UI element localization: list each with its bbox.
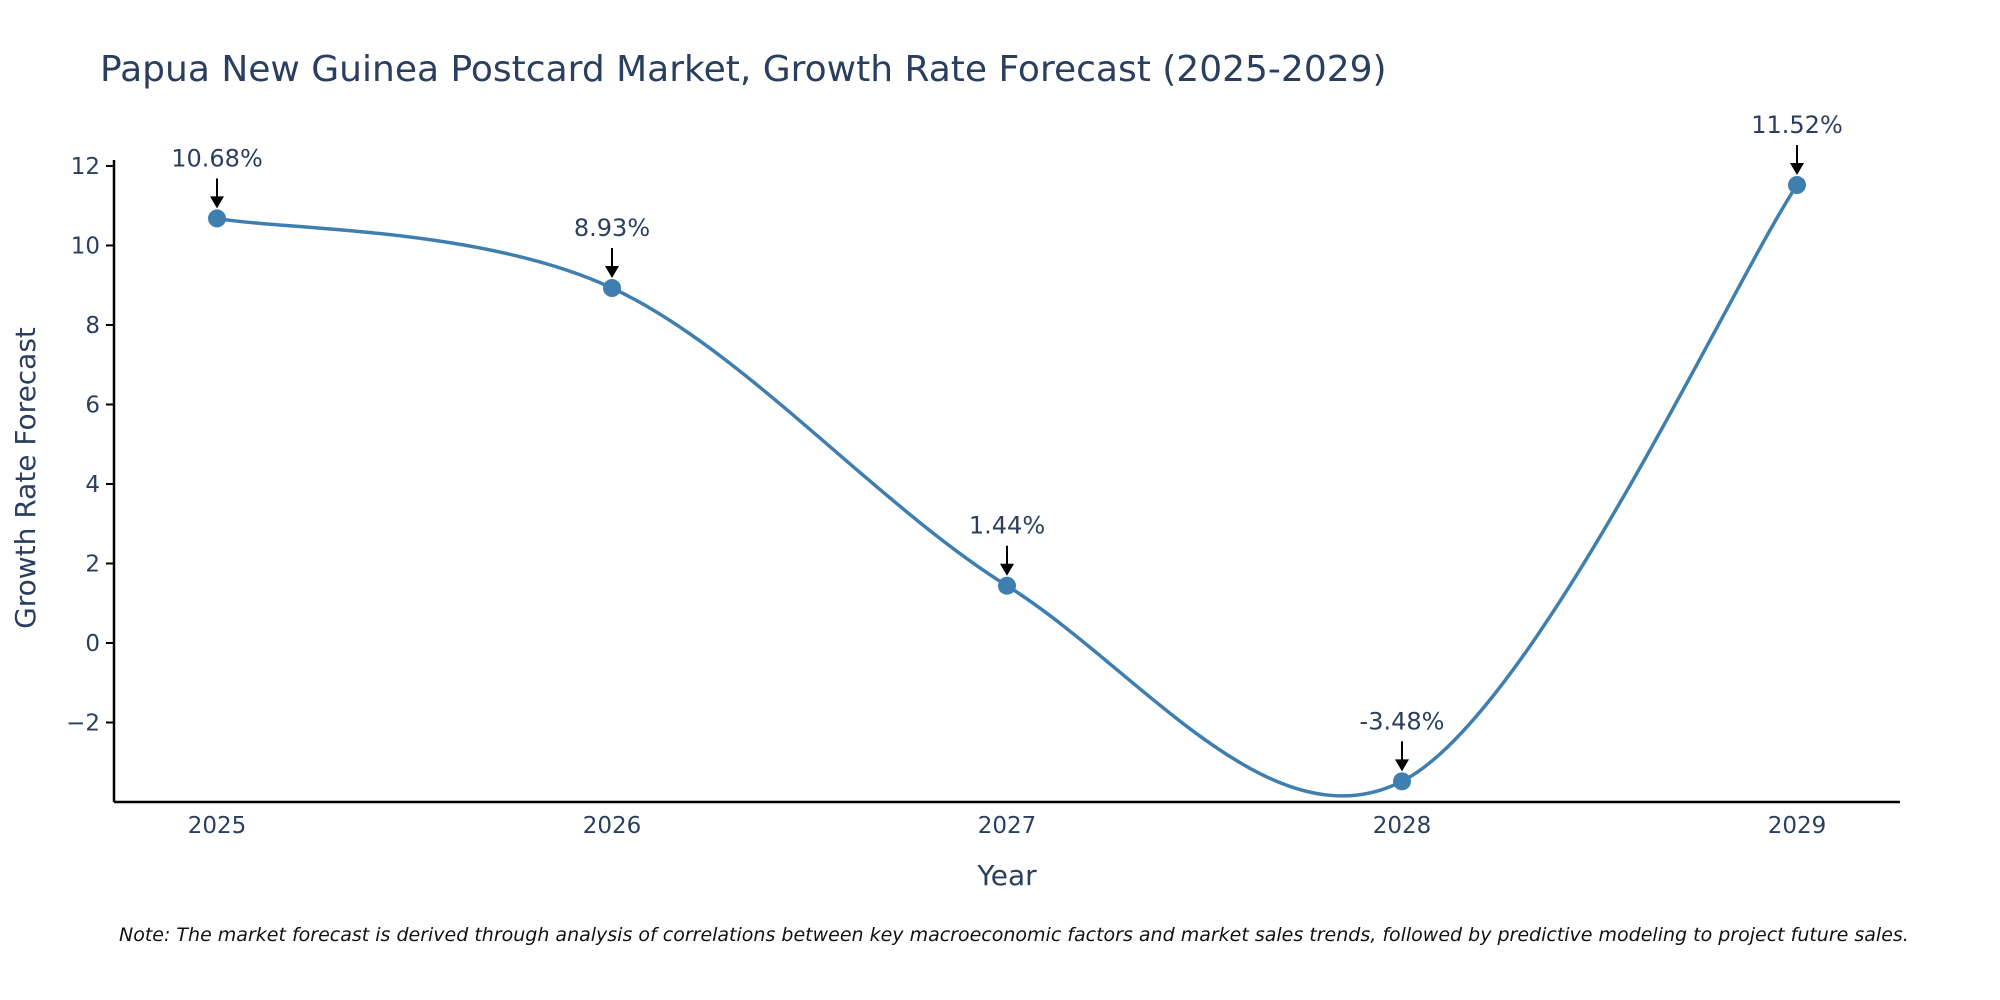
series-line [216, 184, 1799, 798]
data-point [1788, 176, 1806, 195]
y-tick-label: 4 [85, 472, 100, 498]
y-axis-ticks: −2 0 2 4 6 8 10 12 [66, 154, 114, 736]
y-axis-title: Growth Rate Forecast [9, 327, 42, 629]
y-tick-label: 6 [85, 392, 100, 418]
data-label: 8.93% [574, 214, 650, 242]
x-tick-label: 2026 [583, 813, 642, 839]
data-label: 11.52% [1751, 111, 1843, 139]
annotation-arrow-head [210, 196, 224, 209]
annotation-arrow-head [605, 266, 619, 279]
data-point [998, 576, 1016, 595]
annotation-arrow-head [1000, 563, 1014, 576]
x-tick-label: 2025 [188, 813, 247, 839]
y-tick-label: 8 [85, 313, 100, 339]
annotation-arrow-head [1790, 163, 1804, 176]
x-axis-ticks: 2025 2026 2027 2028 2029 [188, 813, 1827, 839]
data-label: 1.44% [969, 512, 1045, 540]
data-point [603, 279, 621, 298]
data-label: 10.68% [171, 144, 263, 172]
y-tick-label: 0 [85, 631, 100, 657]
forecast-note: Note: The market forecast is derived thr… [119, 924, 1909, 946]
annotation-arrow-head [1395, 759, 1409, 772]
y-tick-label: 2 [85, 551, 100, 577]
x-axis-title: Year [976, 859, 1037, 892]
x-tick-label: 2028 [1373, 813, 1432, 839]
data-point [1393, 772, 1411, 791]
annotations-layer: 10.68% 8.93% 1.44% -3.48% 11.52% [171, 111, 1843, 772]
y-tick-label: 12 [71, 154, 100, 180]
data-point [208, 209, 226, 228]
y-tick-label: 10 [71, 233, 100, 259]
x-tick-label: 2027 [978, 813, 1037, 839]
chart-title: Papua New Guinea Postcard Market, Growth… [100, 49, 1387, 90]
x-tick-label: 2029 [1768, 813, 1827, 839]
y-tick-label: −2 [66, 710, 100, 736]
series-layer [208, 176, 1806, 798]
data-label: -3.48% [1360, 707, 1445, 735]
